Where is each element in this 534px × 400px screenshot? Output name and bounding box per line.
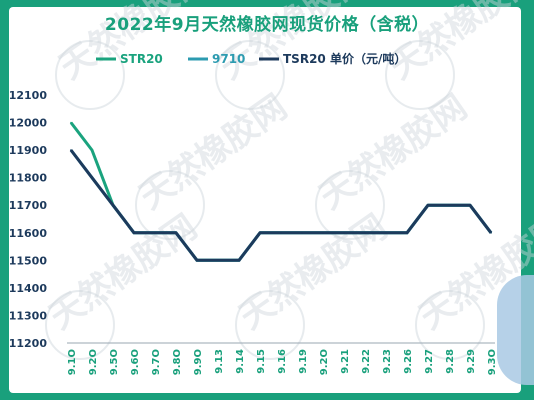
data-point [322, 231, 324, 234]
chart-title: 2022年9月天然橡胶网现货价格（含税） [105, 14, 429, 35]
watermark-emblem [235, 290, 305, 360]
x-tick-label: 9.6O [130, 349, 141, 375]
watermark-emblem [315, 170, 385, 240]
x-tick-label: 9.23 [382, 349, 393, 374]
x-tick-label: 9.28 [445, 349, 456, 374]
data-point [133, 231, 135, 234]
data-point [385, 231, 387, 234]
data-point [70, 149, 72, 151]
series-layer [69, 121, 493, 262]
y-tick-label: 11300 [9, 309, 48, 322]
y-tick-label: 11700 [9, 199, 48, 212]
data-point [364, 231, 366, 234]
x-tick-label: 9.22 [361, 349, 372, 374]
data-point [343, 231, 345, 234]
data-point [217, 259, 219, 262]
data-point [469, 204, 471, 207]
decorative-accent [497, 275, 534, 385]
legend-label: TSR20 单价（元/吨） [283, 51, 406, 66]
y-tick-label: 11500 [9, 254, 48, 267]
x-tick-label: 9.9O [193, 349, 204, 375]
data-point [70, 121, 72, 124]
y-axis: 12100 12000 11900 11800 11700 11600 11500 11400… [9, 89, 48, 350]
watermark-emblem [215, 40, 285, 110]
y-tick-label: 12100 [9, 89, 48, 102]
x-tick-label: 9.13 [214, 349, 225, 374]
data-point [448, 204, 450, 207]
x-axis: 9.1O 9.2O 9.5O 9.6O 9.7O 9.8O 9.9O 9.13 9.14 9.15… [67, 342, 498, 375]
x-tick-label: 9.2O [88, 349, 99, 375]
x-tick-label: 9.2O [319, 349, 330, 375]
watermark-text: 天然橡胶网 [52, 0, 214, 87]
watermark-emblem [55, 40, 125, 110]
watermark-text: 天然橡胶网 [212, 0, 374, 87]
watermark-emblem [135, 170, 205, 240]
watermark-text: 天然橡胶网 [132, 87, 294, 217]
legend-label: STR20 [120, 52, 163, 66]
data-point [154, 231, 156, 234]
watermark-text: 天然橡胶网 [382, 0, 534, 87]
x-tick-label: 9.15 [256, 349, 267, 374]
x-tick-label: 9.16 [277, 349, 288, 374]
y-tick-label: 11900 [9, 144, 48, 157]
y-tick-label: 11400 [9, 282, 48, 295]
x-tick-label: 9.21 [340, 349, 351, 374]
x-tick-label: 9.29 [466, 349, 477, 374]
data-point [91, 149, 93, 151]
data-point [259, 231, 261, 234]
x-tick-label: 9.14 [235, 349, 246, 374]
x-tick-label: 9.8O [172, 349, 183, 375]
data-point [427, 204, 429, 207]
y-tick-label: 12000 [9, 117, 48, 130]
watermark-emblem [415, 290, 485, 360]
data-point [490, 231, 492, 234]
watermark-text: 天然橡胶网 [232, 207, 394, 337]
y-tick-label: 11800 [9, 172, 48, 185]
watermark-emblem [45, 290, 115, 360]
legend: STR20 9710 TSR20 单价（元/吨） [96, 51, 406, 66]
y-tick-label: 11600 [9, 227, 48, 240]
data-point [280, 231, 282, 234]
chart-panel [9, 7, 521, 393]
data-point [112, 204, 114, 207]
x-tick-label: 9.7O [151, 349, 162, 375]
x-tick-label: 9.3O [487, 349, 498, 375]
data-point [238, 259, 240, 262]
x-tick-label: 9.5O [109, 349, 120, 375]
data-point [301, 231, 303, 234]
watermark-text: 天然橡胶网 [412, 207, 534, 337]
x-tick-label: 9.19 [298, 349, 309, 374]
x-tick-label: 9.26 [403, 349, 414, 374]
data-point [196, 259, 198, 262]
x-tick-label: 9.27 [424, 349, 435, 374]
watermark-text: 天然橡胶网 [42, 207, 204, 337]
x-tick-label: 9.1O [67, 349, 78, 375]
y-tick-label: 11200 [9, 337, 48, 350]
watermark-text: 天然橡胶网 [312, 87, 474, 217]
watermark-emblem [385, 40, 455, 110]
data-point [175, 231, 177, 234]
legend-label: 9710 [212, 52, 245, 66]
data-point [406, 231, 408, 234]
data-point [91, 176, 93, 179]
